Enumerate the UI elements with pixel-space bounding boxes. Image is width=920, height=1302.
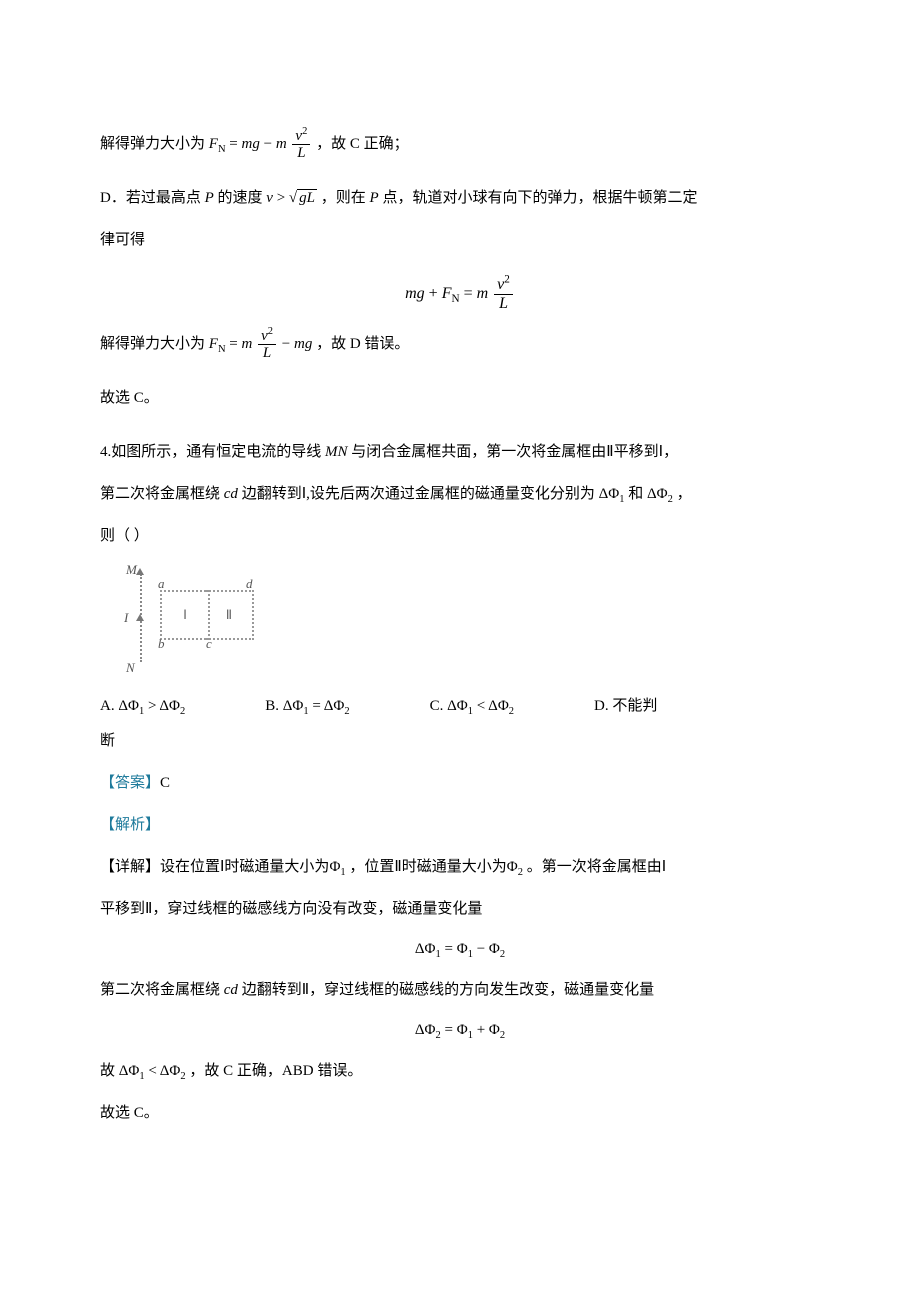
analysis-line: 【解析】: [100, 807, 820, 843]
solution-line-c: 解得弹力大小为 FN = mg − m v2 L ，故 C 正确；: [100, 126, 820, 162]
fraction: v2 L: [258, 328, 276, 362]
inequality: v > √gL: [266, 190, 320, 206]
q4-line2: 第二次将金属框绕 cd 边翻转到Ⅰ,设先后两次通过金属框的磁通量变化分别为 ΔΦ…: [100, 476, 820, 512]
conclusion-1: 故选 C。: [100, 380, 820, 416]
conclusion-compare: 故 ΔΦ1 < ΔΦ2 ，故 C 正确，ABD 错误。: [100, 1053, 820, 1089]
solution-line-d: 解得弹力大小为 FN = m v2 L − mg ，故 D 错误。: [100, 326, 820, 362]
arrow-icon: [136, 568, 144, 575]
detail-line2: 平移到Ⅱ，穿过线框的磁感线方向没有改变，磁通量变化量: [100, 891, 820, 927]
fraction: v2 L: [494, 276, 513, 312]
text: 解得弹力大小为: [100, 136, 205, 152]
frame-1: Ⅰ: [160, 590, 210, 640]
option-c: C. ΔΦ1 < ΔΦ2: [430, 698, 514, 715]
corner-c: c: [206, 636, 212, 652]
detail-line1: 【详解】设在位置Ⅰ时磁通量大小为Φ1 ，位置Ⅱ时磁通量大小为Φ2 。第一次将金属…: [100, 849, 820, 885]
q4-line3: 则（ ）: [100, 518, 820, 554]
option-d-cont: 断: [100, 723, 820, 759]
equation-centered-3: ΔΦ2 = Φ1 + Φ2: [100, 1022, 820, 1039]
corner-d: d: [246, 576, 253, 592]
option-b: B. ΔΦ1 = ΔΦ2: [265, 698, 349, 715]
option-d-explain-1: D．若过最高点 P 的速度 v > √gL ，则在 P 点，轨道对小球有向下的弹…: [100, 180, 820, 216]
answer-value: C: [160, 775, 170, 791]
q4-line1: 4.如图所示，通有恒定电流的导线 MN 与闭合金属框共面，第一次将金属框由Ⅱ平移…: [100, 434, 820, 470]
equation-centered-2: ΔΦ1 = Φ1 − Φ2: [100, 941, 820, 958]
corner-a: a: [158, 576, 165, 592]
fraction: v2 L: [292, 128, 310, 162]
label-n: N: [126, 660, 135, 676]
frame-2: Ⅱ: [206, 590, 254, 640]
answer-label: 【答案】: [100, 775, 160, 791]
text: ，故 C 正确；: [316, 136, 409, 152]
option-d-explain-2: 律可得: [100, 222, 820, 258]
option-d: D. 不能判: [594, 694, 657, 715]
conclusion-3: 故选 C。: [100, 1095, 820, 1131]
equation-centered-1: mg + FN = m v2 L: [100, 276, 820, 312]
answer-line: 【答案】C: [100, 765, 820, 801]
options-row: A. ΔΦ1 > ΔΦ2 B. ΔΦ1 = ΔΦ2 C. ΔΦ1 < ΔΦ2 D…: [100, 694, 820, 715]
corner-b: b: [158, 636, 165, 652]
arrow-icon: [136, 614, 144, 621]
label-m: M: [126, 562, 137, 578]
formula: FN = mg − m v2 L: [209, 136, 316, 152]
document-page: 解得弹力大小为 FN = mg − m v2 L ，故 C 正确； D．若过最高…: [0, 0, 920, 1197]
option-a: A. ΔΦ1 > ΔΦ2: [100, 698, 185, 715]
formula: FN = m v2 L − mg: [209, 336, 316, 352]
detail-line3: 第二次将金属框绕 cd 边翻转到Ⅱ，穿过线框的磁感线的方向发生改变，磁通量变化量: [100, 972, 820, 1008]
circuit-diagram: M N I Ⅰ Ⅱ a d b c: [120, 566, 280, 676]
label-i: I: [124, 610, 128, 626]
analysis-label: 【解析】: [100, 817, 160, 833]
